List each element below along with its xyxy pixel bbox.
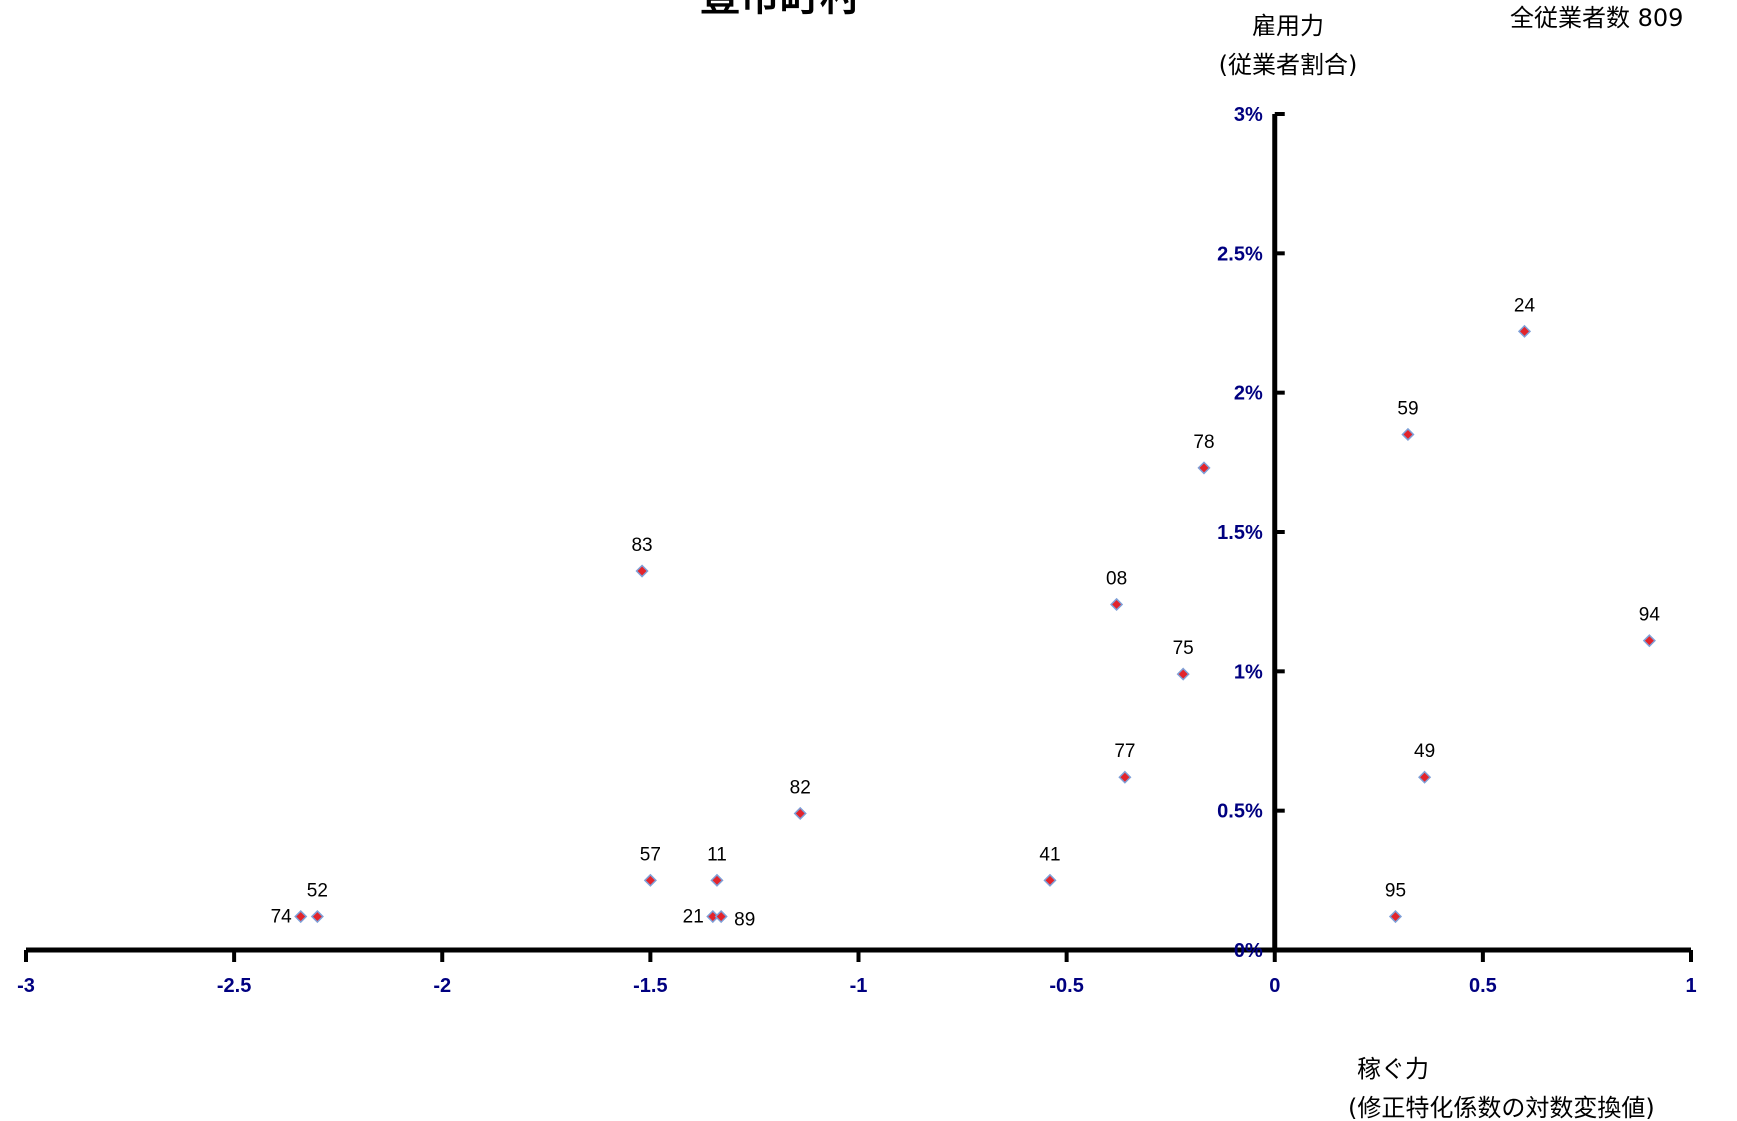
point-label-75: 75 xyxy=(1173,638,1194,659)
data-point-83 xyxy=(635,564,649,578)
data-point-24 xyxy=(1517,324,1532,338)
data-point-94 xyxy=(1642,634,1656,648)
data-point-59 xyxy=(1401,427,1415,442)
x-tick-label: 0.5 xyxy=(1469,975,1497,997)
y-tick-label: 1.5% xyxy=(1217,522,1263,544)
point-label-94: 94 xyxy=(1639,605,1661,626)
y-tick-label: 2.5% xyxy=(1217,243,1263,265)
data-point-57 xyxy=(643,873,657,887)
chart-title: 豊市町村 xyxy=(700,0,860,20)
data-point-75 xyxy=(1176,667,1190,681)
y-tick-label: 1% xyxy=(1234,661,1263,683)
point-labels: 24 59 78 83 08 94 75 77 49 82 57 11 41 52 74 21 89 95 xyxy=(271,295,1661,930)
point-label-57: 57 xyxy=(640,844,661,865)
point-label-82: 82 xyxy=(790,777,811,798)
point-label-74: 74 xyxy=(271,907,293,928)
data-point-74 xyxy=(294,909,308,924)
y-tick-label: 0% xyxy=(1234,940,1263,962)
x-tick-label: -1.5 xyxy=(633,975,667,997)
point-label-83: 83 xyxy=(631,535,652,556)
x-tick-label: 0 xyxy=(1269,975,1280,997)
data-point-11 xyxy=(710,873,724,887)
y-axis-subtitle: (従業者割合) xyxy=(1219,51,1358,79)
x-tick-label: 1 xyxy=(1685,975,1696,997)
data-point-52 xyxy=(310,909,324,924)
point-label-21: 21 xyxy=(683,907,704,928)
x-tick-label: -3 xyxy=(17,975,35,997)
data-point-82 xyxy=(793,806,807,821)
x-tick-label: -1 xyxy=(850,975,868,997)
y-tick-label: 2% xyxy=(1234,383,1263,405)
y-tick-label: 0.5% xyxy=(1217,801,1263,823)
data-point-49 xyxy=(1418,770,1432,784)
x-axis-title: 稼ぐ力 xyxy=(1357,1055,1429,1083)
data-point-95 xyxy=(1388,909,1403,924)
point-label-24: 24 xyxy=(1514,295,1536,316)
data-point-77 xyxy=(1118,770,1132,784)
data-point-41 xyxy=(1043,873,1057,887)
x-axis-subtitle: (修正特化係数の対数変換値) xyxy=(1348,1094,1655,1121)
point-label-08: 08 xyxy=(1106,568,1127,589)
employee-count-note: 全従業者数 809 xyxy=(1510,4,1683,32)
x-tick-label: -2 xyxy=(433,975,451,997)
tick-labels: -3 -2.5 -2 -1.5 -1 -0.5 0 0.5 1 0% 0.5% 1% 1.5% 2% 2.5… xyxy=(17,104,1696,997)
point-label-41: 41 xyxy=(1039,844,1060,865)
data-point-78 xyxy=(1197,461,1211,475)
point-label-52: 52 xyxy=(307,881,328,902)
y-axis-title: 雇用力 xyxy=(1252,12,1324,40)
point-label-78: 78 xyxy=(1193,432,1214,453)
point-label-59: 59 xyxy=(1397,398,1418,419)
data-point-89 xyxy=(714,909,728,924)
x-tick-label: -0.5 xyxy=(1049,975,1083,997)
data-points xyxy=(294,324,1656,924)
point-label-49: 49 xyxy=(1414,741,1435,762)
data-point-08 xyxy=(1110,597,1124,612)
y-tick-label: 3% xyxy=(1234,104,1263,126)
x-tick-label: -2.5 xyxy=(217,975,251,997)
point-label-95: 95 xyxy=(1385,881,1406,902)
axes xyxy=(24,112,1693,962)
point-label-89: 89 xyxy=(734,910,755,931)
point-label-11: 11 xyxy=(707,844,727,865)
point-label-77: 77 xyxy=(1114,741,1135,762)
